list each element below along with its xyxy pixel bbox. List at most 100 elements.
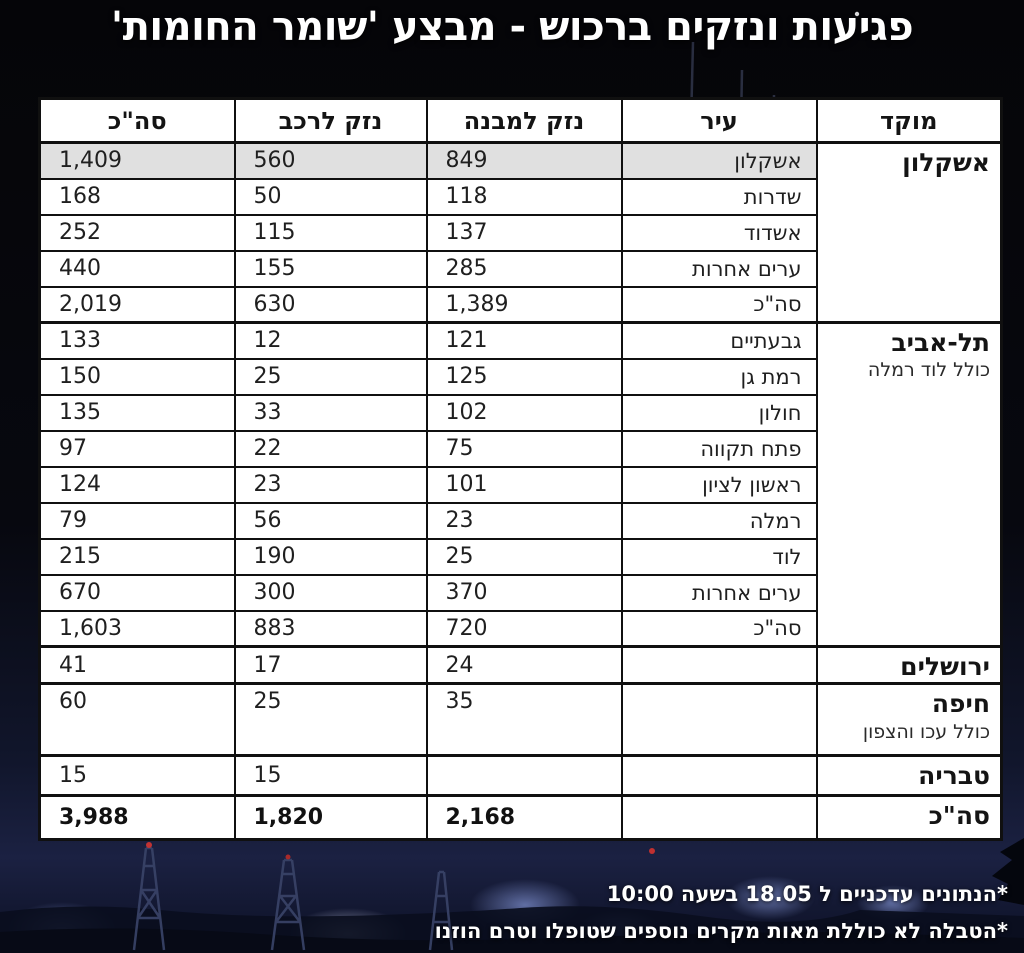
- city-cell: [620, 644, 818, 685]
- table-row: לוד 25 190 215: [38, 537, 1002, 576]
- region-cell: תל-אביב כולל לוד רמלה: [815, 321, 1003, 648]
- region-cell: אשקלון: [815, 141, 1003, 324]
- city-cell: חולון: [620, 393, 818, 432]
- building-damage-cell: 849: [425, 141, 623, 180]
- vehicle-damage-cell: 300: [233, 573, 428, 612]
- city-cell: רמת גן: [620, 357, 818, 396]
- city-cell: [620, 754, 818, 797]
- building-damage-cell: 35: [425, 682, 623, 757]
- building-damage-cell: 370: [425, 573, 623, 612]
- building-damage-cell: 125: [425, 357, 623, 396]
- building-damage-cell: 75: [425, 429, 623, 468]
- building-damage-cell: 101: [425, 465, 623, 504]
- total-cell: 135: [38, 393, 236, 432]
- city-cell: שדרות: [620, 177, 818, 216]
- region-cell: טבריה: [815, 754, 1003, 797]
- building-damage-cell: 121: [425, 321, 623, 360]
- total-cell: 670: [38, 573, 236, 612]
- region-sublabel: כולל עכו והצפון: [862, 720, 990, 743]
- total-cell: 3,988: [38, 794, 236, 841]
- building-damage-cell: 118: [425, 177, 623, 216]
- total-cell: 2,019: [38, 285, 236, 324]
- column-header-city: עיר: [620, 97, 818, 144]
- table-row: ערים אחרות 285 155 440: [38, 249, 1002, 288]
- building-damage-cell: 720: [425, 609, 623, 648]
- vehicle-damage-cell: 56: [233, 501, 428, 540]
- vehicle-damage-cell: 25: [233, 682, 428, 757]
- table-row: חולון 102 33 135: [38, 393, 1002, 432]
- city-cell: [620, 682, 818, 757]
- building-damage-cell: 24: [425, 644, 623, 685]
- total-cell: 124: [38, 465, 236, 504]
- vehicle-damage-cell: 115: [233, 213, 428, 252]
- column-header-total: סה"כ: [38, 97, 236, 144]
- city-cell: רמלה: [620, 501, 818, 540]
- city-cell: [620, 794, 818, 841]
- city-cell: ערים אחרות: [620, 249, 818, 288]
- city-cell: גבעתיים: [620, 321, 818, 360]
- sky-light-dot: [854, 11, 860, 17]
- warning-light-icon: [146, 842, 655, 860]
- table-header-row: מוקד עיר נזק למבנה נזק לרכב סה"כ: [38, 97, 1003, 144]
- total-cell: 150: [38, 357, 236, 396]
- total-cell: 440: [38, 249, 236, 288]
- city-cell: ערים אחרות: [620, 573, 818, 612]
- vehicle-damage-cell: 15: [233, 754, 428, 797]
- vehicle-damage-cell: 190: [233, 537, 428, 576]
- table-row-grand-total: סה"כ 2,168 1,820 3,988: [38, 794, 1003, 841]
- total-cell: 15: [38, 754, 236, 797]
- region-cell: ירושלים: [815, 644, 1003, 685]
- grand-total-label: סה"כ: [928, 801, 990, 831]
- vehicle-damage-cell: 1,820: [233, 794, 428, 841]
- vehicle-damage-cell: 22: [233, 429, 428, 468]
- table-row: תל-אביב כולל לוד רמלה גבעתיים 121 12 133: [38, 321, 1003, 648]
- building-damage-cell: 23: [425, 501, 623, 540]
- vehicle-damage-cell: 17: [233, 644, 428, 685]
- region-label: חיפה: [931, 689, 990, 719]
- footnote-table-scope: *הטבלה לא כוללת מאות מקרים נוספים שטופלו…: [434, 919, 1008, 943]
- vehicle-damage-cell: 560: [233, 141, 428, 180]
- region-label: טבריה: [918, 761, 990, 791]
- region-sublabel: כולל לוד רמלה: [867, 359, 990, 382]
- total-cell: 97: [38, 429, 236, 468]
- vehicle-damage-cell: 155: [233, 249, 428, 288]
- building-damage-cell: 25: [425, 537, 623, 576]
- total-cell: 215: [38, 537, 236, 576]
- total-cell: 41: [38, 644, 236, 685]
- damage-table-container: מוקד עיר נזק למבנה נזק לרכב סה"כ אשקלון …: [38, 97, 1003, 842]
- city-cell: סה"כ: [620, 285, 818, 324]
- building-damage-cell: 137: [425, 213, 623, 252]
- total-cell: 168: [38, 177, 236, 216]
- vehicle-damage-cell: 12: [233, 321, 428, 360]
- table-row: רמת גן 125 25 150: [38, 357, 1002, 396]
- total-cell: 1,409: [38, 141, 236, 180]
- city-cell: סה"כ: [620, 609, 818, 648]
- table-row: ירושלים 24 17 41: [38, 644, 1003, 685]
- total-cell: 133: [38, 321, 236, 360]
- total-cell: 79: [38, 501, 236, 540]
- region-label: תל-אביב: [891, 328, 990, 357]
- vehicle-damage-cell: 883: [233, 609, 428, 648]
- city-cell: ראשון לציון: [620, 465, 818, 504]
- table-row: אשקלון אשקלון 849 560 1,409: [38, 141, 1003, 324]
- column-header-vehicle-damage: נזק לרכב: [233, 97, 428, 144]
- region-cell: חיפה כולל עכו והצפון: [815, 682, 1003, 757]
- total-cell: 1,603: [38, 609, 236, 648]
- table-row: ראשון לציון 101 23 124: [38, 465, 1002, 504]
- building-damage-cell: 2,168: [425, 794, 623, 841]
- damage-table: מוקד עיר נזק למבנה נזק לרכב סה"כ אשקלון …: [38, 97, 1003, 842]
- page-title: פגיעות ונזקים ברכוש - מבצע 'שומר החומות': [110, 4, 914, 50]
- city-cell: פתח תקווה: [620, 429, 818, 468]
- table-row: חיפה כולל עכו והצפון 35 25 60: [38, 682, 1003, 757]
- vehicle-damage-cell: 630: [233, 285, 428, 324]
- table-row-subtotal: סה"כ 720 883 1,603: [38, 609, 1002, 648]
- table-row-subtotal: סה"כ 1,389 630 2,019: [38, 285, 1002, 324]
- building-damage-cell: 102: [425, 393, 623, 432]
- table-row: רמלה 23 56 79: [38, 501, 1002, 540]
- total-cell: 60: [38, 682, 236, 757]
- column-header-region: מוקד: [815, 97, 1003, 144]
- building-damage-cell: 1,389: [425, 285, 623, 324]
- vehicle-damage-cell: 33: [233, 393, 428, 432]
- region-label: אשקלון: [902, 148, 990, 177]
- vehicle-damage-cell: 50: [233, 177, 428, 216]
